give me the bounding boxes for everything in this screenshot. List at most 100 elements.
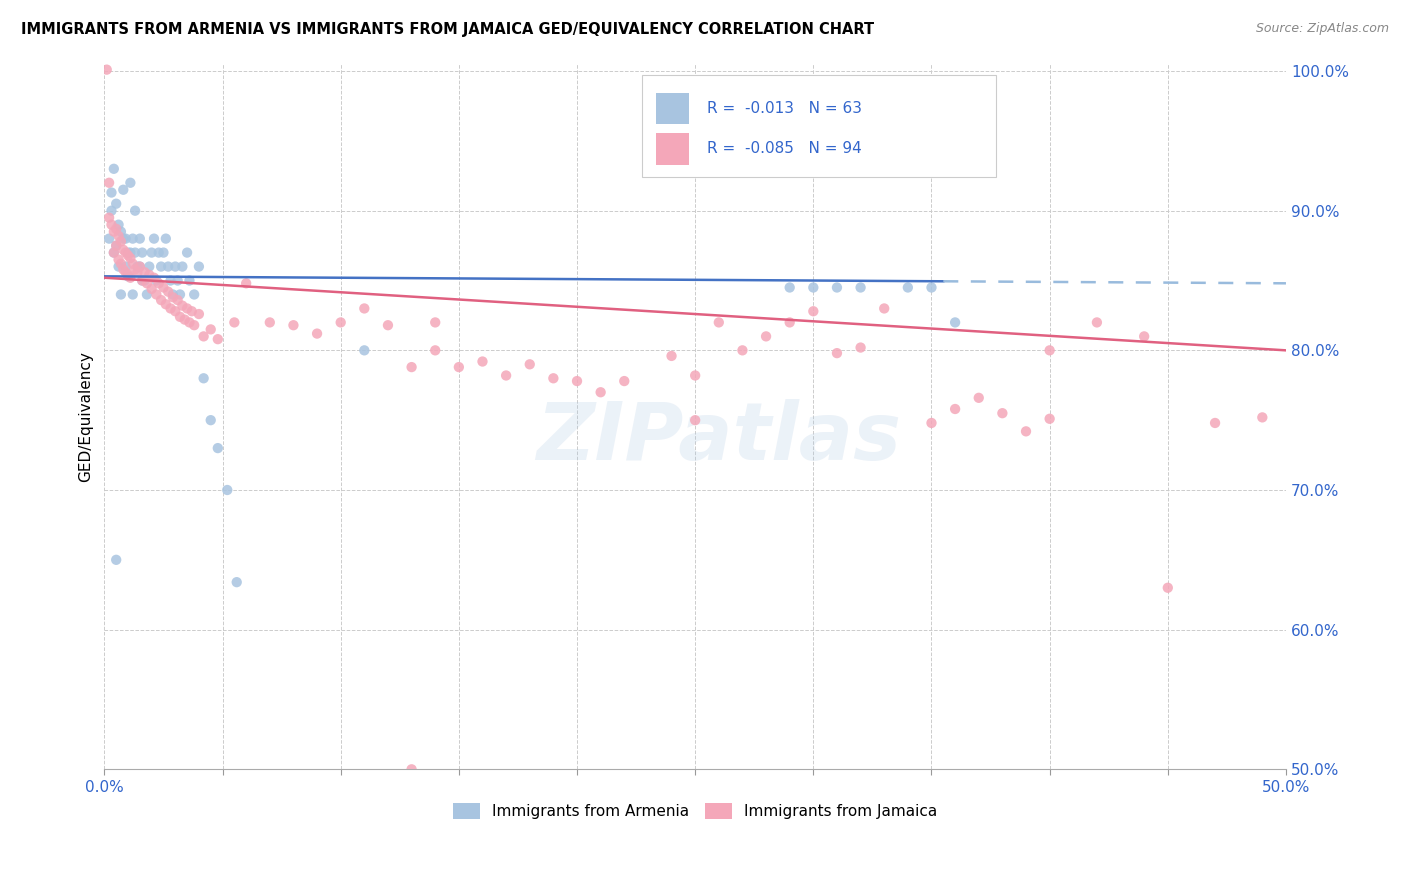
Point — [131, 273, 153, 287]
Point — [112, 183, 135, 197]
Point — [495, 368, 517, 383]
Point — [100, 186, 122, 200]
Point — [176, 301, 198, 316]
Point — [200, 322, 222, 336]
Point — [849, 280, 872, 294]
Point — [353, 301, 375, 316]
Point — [143, 232, 166, 246]
Point — [162, 290, 184, 304]
Point — [138, 268, 160, 282]
Point — [150, 260, 173, 274]
Point — [1085, 315, 1108, 329]
Point — [128, 232, 150, 246]
Point — [401, 762, 423, 776]
Point — [120, 270, 142, 285]
Point — [707, 315, 730, 329]
Point — [1251, 410, 1274, 425]
Point — [121, 287, 143, 301]
Point — [1204, 416, 1226, 430]
Point — [117, 248, 139, 262]
Point — [105, 238, 128, 252]
Point — [138, 260, 160, 274]
Point — [103, 161, 125, 176]
Point — [96, 62, 118, 77]
Point — [107, 260, 129, 274]
Point — [143, 270, 166, 285]
Point — [145, 287, 167, 301]
Point — [114, 245, 136, 260]
Point — [235, 277, 257, 291]
Point — [128, 260, 150, 274]
Point — [193, 371, 215, 385]
Point — [150, 293, 173, 307]
Point — [519, 357, 541, 371]
Point — [183, 318, 205, 333]
Point — [120, 251, 142, 265]
Point — [377, 318, 399, 333]
Point — [259, 315, 281, 329]
Point — [217, 483, 239, 497]
Point — [353, 343, 375, 358]
Point — [110, 257, 132, 271]
Point — [1039, 411, 1062, 425]
Point — [661, 349, 683, 363]
Point — [127, 265, 149, 279]
Text: Source: ZipAtlas.com: Source: ZipAtlas.com — [1256, 22, 1389, 36]
FancyBboxPatch shape — [643, 75, 997, 177]
Point — [425, 343, 447, 358]
Point — [117, 245, 139, 260]
Point — [103, 225, 125, 239]
Point — [112, 232, 135, 246]
Point — [731, 343, 754, 358]
Point — [613, 374, 636, 388]
Point — [131, 273, 153, 287]
Point — [283, 318, 305, 333]
Text: IMMIGRANTS FROM ARMENIA VS IMMIGRANTS FROM JAMAICA GED/EQUIVALENCY CORRELATION C: IMMIGRANTS FROM ARMENIA VS IMMIGRANTS FR… — [21, 22, 875, 37]
Point — [145, 273, 167, 287]
Point — [114, 260, 136, 274]
Point — [159, 301, 181, 316]
Point — [103, 245, 125, 260]
Text: R =  -0.013   N = 63: R = -0.013 N = 63 — [707, 101, 862, 116]
Point — [207, 441, 229, 455]
Point — [134, 273, 156, 287]
Point — [135, 287, 157, 301]
Point — [187, 307, 209, 321]
FancyBboxPatch shape — [657, 93, 689, 124]
Point — [120, 245, 142, 260]
Point — [683, 368, 706, 383]
Point — [447, 360, 470, 375]
Point — [112, 262, 135, 277]
Point — [98, 211, 121, 225]
Text: R =  -0.085   N = 94: R = -0.085 N = 94 — [707, 141, 862, 156]
Point — [200, 413, 222, 427]
Text: ZIPatlas: ZIPatlas — [536, 399, 901, 477]
Point — [169, 287, 191, 301]
Point — [124, 203, 146, 218]
Point — [825, 346, 848, 360]
Point — [401, 360, 423, 375]
Point — [105, 553, 128, 567]
Point — [98, 176, 121, 190]
Point — [105, 238, 128, 252]
Point — [148, 245, 170, 260]
Point — [107, 218, 129, 232]
Point — [187, 260, 209, 274]
Point — [112, 243, 135, 257]
Point — [131, 245, 153, 260]
Point — [114, 265, 136, 279]
Point — [589, 385, 612, 400]
Point — [124, 262, 146, 277]
Point — [425, 315, 447, 329]
Point — [155, 297, 177, 311]
Point — [141, 245, 163, 260]
Point — [1015, 425, 1038, 439]
Point — [165, 260, 187, 274]
Point — [183, 287, 205, 301]
Point — [114, 232, 136, 246]
Point — [172, 260, 194, 274]
Point — [98, 232, 121, 246]
Point — [943, 315, 966, 329]
Point — [157, 260, 180, 274]
Point — [329, 315, 352, 329]
